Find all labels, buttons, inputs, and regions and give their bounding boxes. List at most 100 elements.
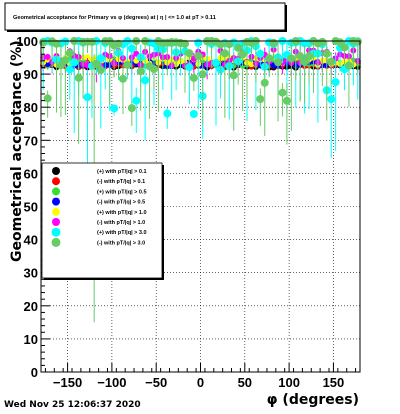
data-point bbox=[189, 73, 198, 82]
data-point bbox=[39, 38, 48, 47]
x-axis-title: φ (degrees) bbox=[267, 392, 359, 408]
data-point bbox=[136, 67, 145, 76]
data-point bbox=[96, 65, 105, 74]
data-point bbox=[132, 96, 141, 105]
legend-marker bbox=[52, 218, 60, 226]
legend-label: (-) with pT/|q| > 0.1 bbox=[97, 179, 145, 185]
data-point bbox=[87, 37, 96, 46]
legend-shadow bbox=[44, 278, 164, 280]
data-point bbox=[127, 44, 136, 53]
y-tick-label: 20 bbox=[24, 299, 38, 314]
legend-marker bbox=[51, 237, 61, 247]
data-point bbox=[43, 94, 52, 103]
y-tick-label: 90 bbox=[24, 67, 38, 82]
series-markers bbox=[39, 37, 362, 323]
data-point bbox=[61, 56, 70, 65]
data-point bbox=[353, 37, 362, 46]
y-axis-title: Geometrical acceptance (%) bbox=[9, 40, 25, 262]
x-tick-label: −50 bbox=[145, 375, 167, 390]
data-point bbox=[194, 52, 203, 61]
y-tick-label: 0 bbox=[31, 365, 38, 380]
legend-marker bbox=[52, 177, 60, 186]
data-point bbox=[65, 65, 74, 74]
data-point bbox=[327, 95, 336, 104]
data-point bbox=[96, 54, 105, 63]
legend: (+) with pT/|q| > 0.1 (-) with pT/|q| > 0… bbox=[41, 162, 164, 280]
legend-item: (+) with pT/|q| > 3.0 bbox=[51, 227, 147, 237]
legend-label: (+) with pT/|q| > 1.0 bbox=[97, 210, 147, 216]
y-tick-label: 50 bbox=[24, 200, 38, 215]
data-point bbox=[110, 104, 119, 113]
x-tick-label: 0 bbox=[197, 375, 204, 390]
data-point bbox=[274, 58, 283, 67]
data-point bbox=[318, 37, 327, 46]
data-point bbox=[296, 52, 305, 61]
legend-label: (+) with pT/|q| > 0.1 bbox=[97, 169, 147, 175]
y-tick-label: 80 bbox=[24, 100, 38, 115]
data-point bbox=[322, 49, 331, 58]
data-point bbox=[163, 109, 172, 118]
data-point bbox=[83, 93, 92, 102]
data-point bbox=[141, 76, 150, 85]
data-point bbox=[180, 39, 189, 48]
data-point bbox=[225, 40, 234, 49]
data-point bbox=[84, 54, 91, 61]
legend-item: (-) with pT/|q| > 1.0 bbox=[52, 218, 145, 226]
y-tick-label: 10 bbox=[24, 332, 38, 347]
legend-marker bbox=[51, 227, 61, 237]
data-point bbox=[127, 104, 136, 113]
data-point bbox=[278, 88, 287, 97]
legend-item: (-) with pT/|q| > 0.1 bbox=[52, 177, 145, 186]
x-tick-label: 150 bbox=[323, 375, 345, 390]
x-tick-label: 50 bbox=[238, 375, 252, 390]
legend-marker bbox=[52, 207, 60, 216]
data-point bbox=[340, 43, 349, 52]
data-point bbox=[74, 73, 83, 82]
data-point bbox=[114, 39, 123, 48]
data-point bbox=[229, 71, 238, 80]
legend-shadow bbox=[162, 165, 164, 280]
data-point bbox=[70, 58, 79, 67]
data-point bbox=[212, 58, 221, 67]
legend-label: (-) with pT/|q| > 1.0 bbox=[97, 220, 145, 226]
legend-item: (-) with pT/|q| > 0.5 bbox=[52, 197, 145, 206]
chart-title: Geometrical acceptance for Primary vs φ … bbox=[13, 15, 216, 21]
data-point bbox=[44, 53, 51, 60]
data-point bbox=[238, 50, 247, 59]
data-point bbox=[327, 57, 336, 66]
legend-marker bbox=[52, 197, 60, 206]
data-point bbox=[194, 38, 203, 47]
legend-label: (+) with pT/|q| > 3.0 bbox=[97, 230, 147, 236]
data-point bbox=[265, 54, 274, 63]
data-point bbox=[216, 40, 225, 49]
legend-item: (+) with pT/|q| > 0.5 bbox=[52, 187, 147, 196]
axes: −150 −100 −50 0 50 100 150 0 10 20 30 40 50 60 70 80 90 1… bbox=[16, 34, 361, 390]
legend-item: (+) with pT/|q| > 1.0 bbox=[52, 207, 147, 216]
y-tick-label: 40 bbox=[24, 233, 38, 248]
data-point bbox=[185, 63, 194, 72]
legend-item: (+) with pT/|q| > 0.1 bbox=[52, 167, 147, 175]
y-tick-label: 30 bbox=[24, 266, 38, 281]
data-point bbox=[287, 54, 296, 63]
data-point bbox=[185, 49, 194, 58]
data-point bbox=[269, 38, 278, 47]
data-point bbox=[123, 60, 132, 69]
data-point bbox=[220, 49, 229, 58]
legend-label: (-) with pT/|q| > 3.0 bbox=[97, 240, 145, 246]
data-point bbox=[305, 52, 314, 61]
legend-item: (-) with pT/|q| > 3.0 bbox=[51, 237, 145, 247]
legend-label: (+) with pT/|q| > 0.5 bbox=[97, 189, 147, 195]
data-point bbox=[344, 61, 353, 70]
data-point bbox=[260, 78, 269, 87]
data-point bbox=[282, 96, 291, 105]
data-point bbox=[256, 49, 265, 58]
data-point bbox=[65, 49, 74, 58]
data-point bbox=[189, 109, 198, 118]
data-point bbox=[234, 43, 243, 52]
timestamp: Wed Nov 25 12:06:37 2020 bbox=[4, 400, 141, 410]
data-point bbox=[198, 70, 207, 79]
data-point bbox=[331, 78, 340, 87]
legend-marker bbox=[52, 187, 60, 196]
data-point bbox=[52, 39, 61, 48]
